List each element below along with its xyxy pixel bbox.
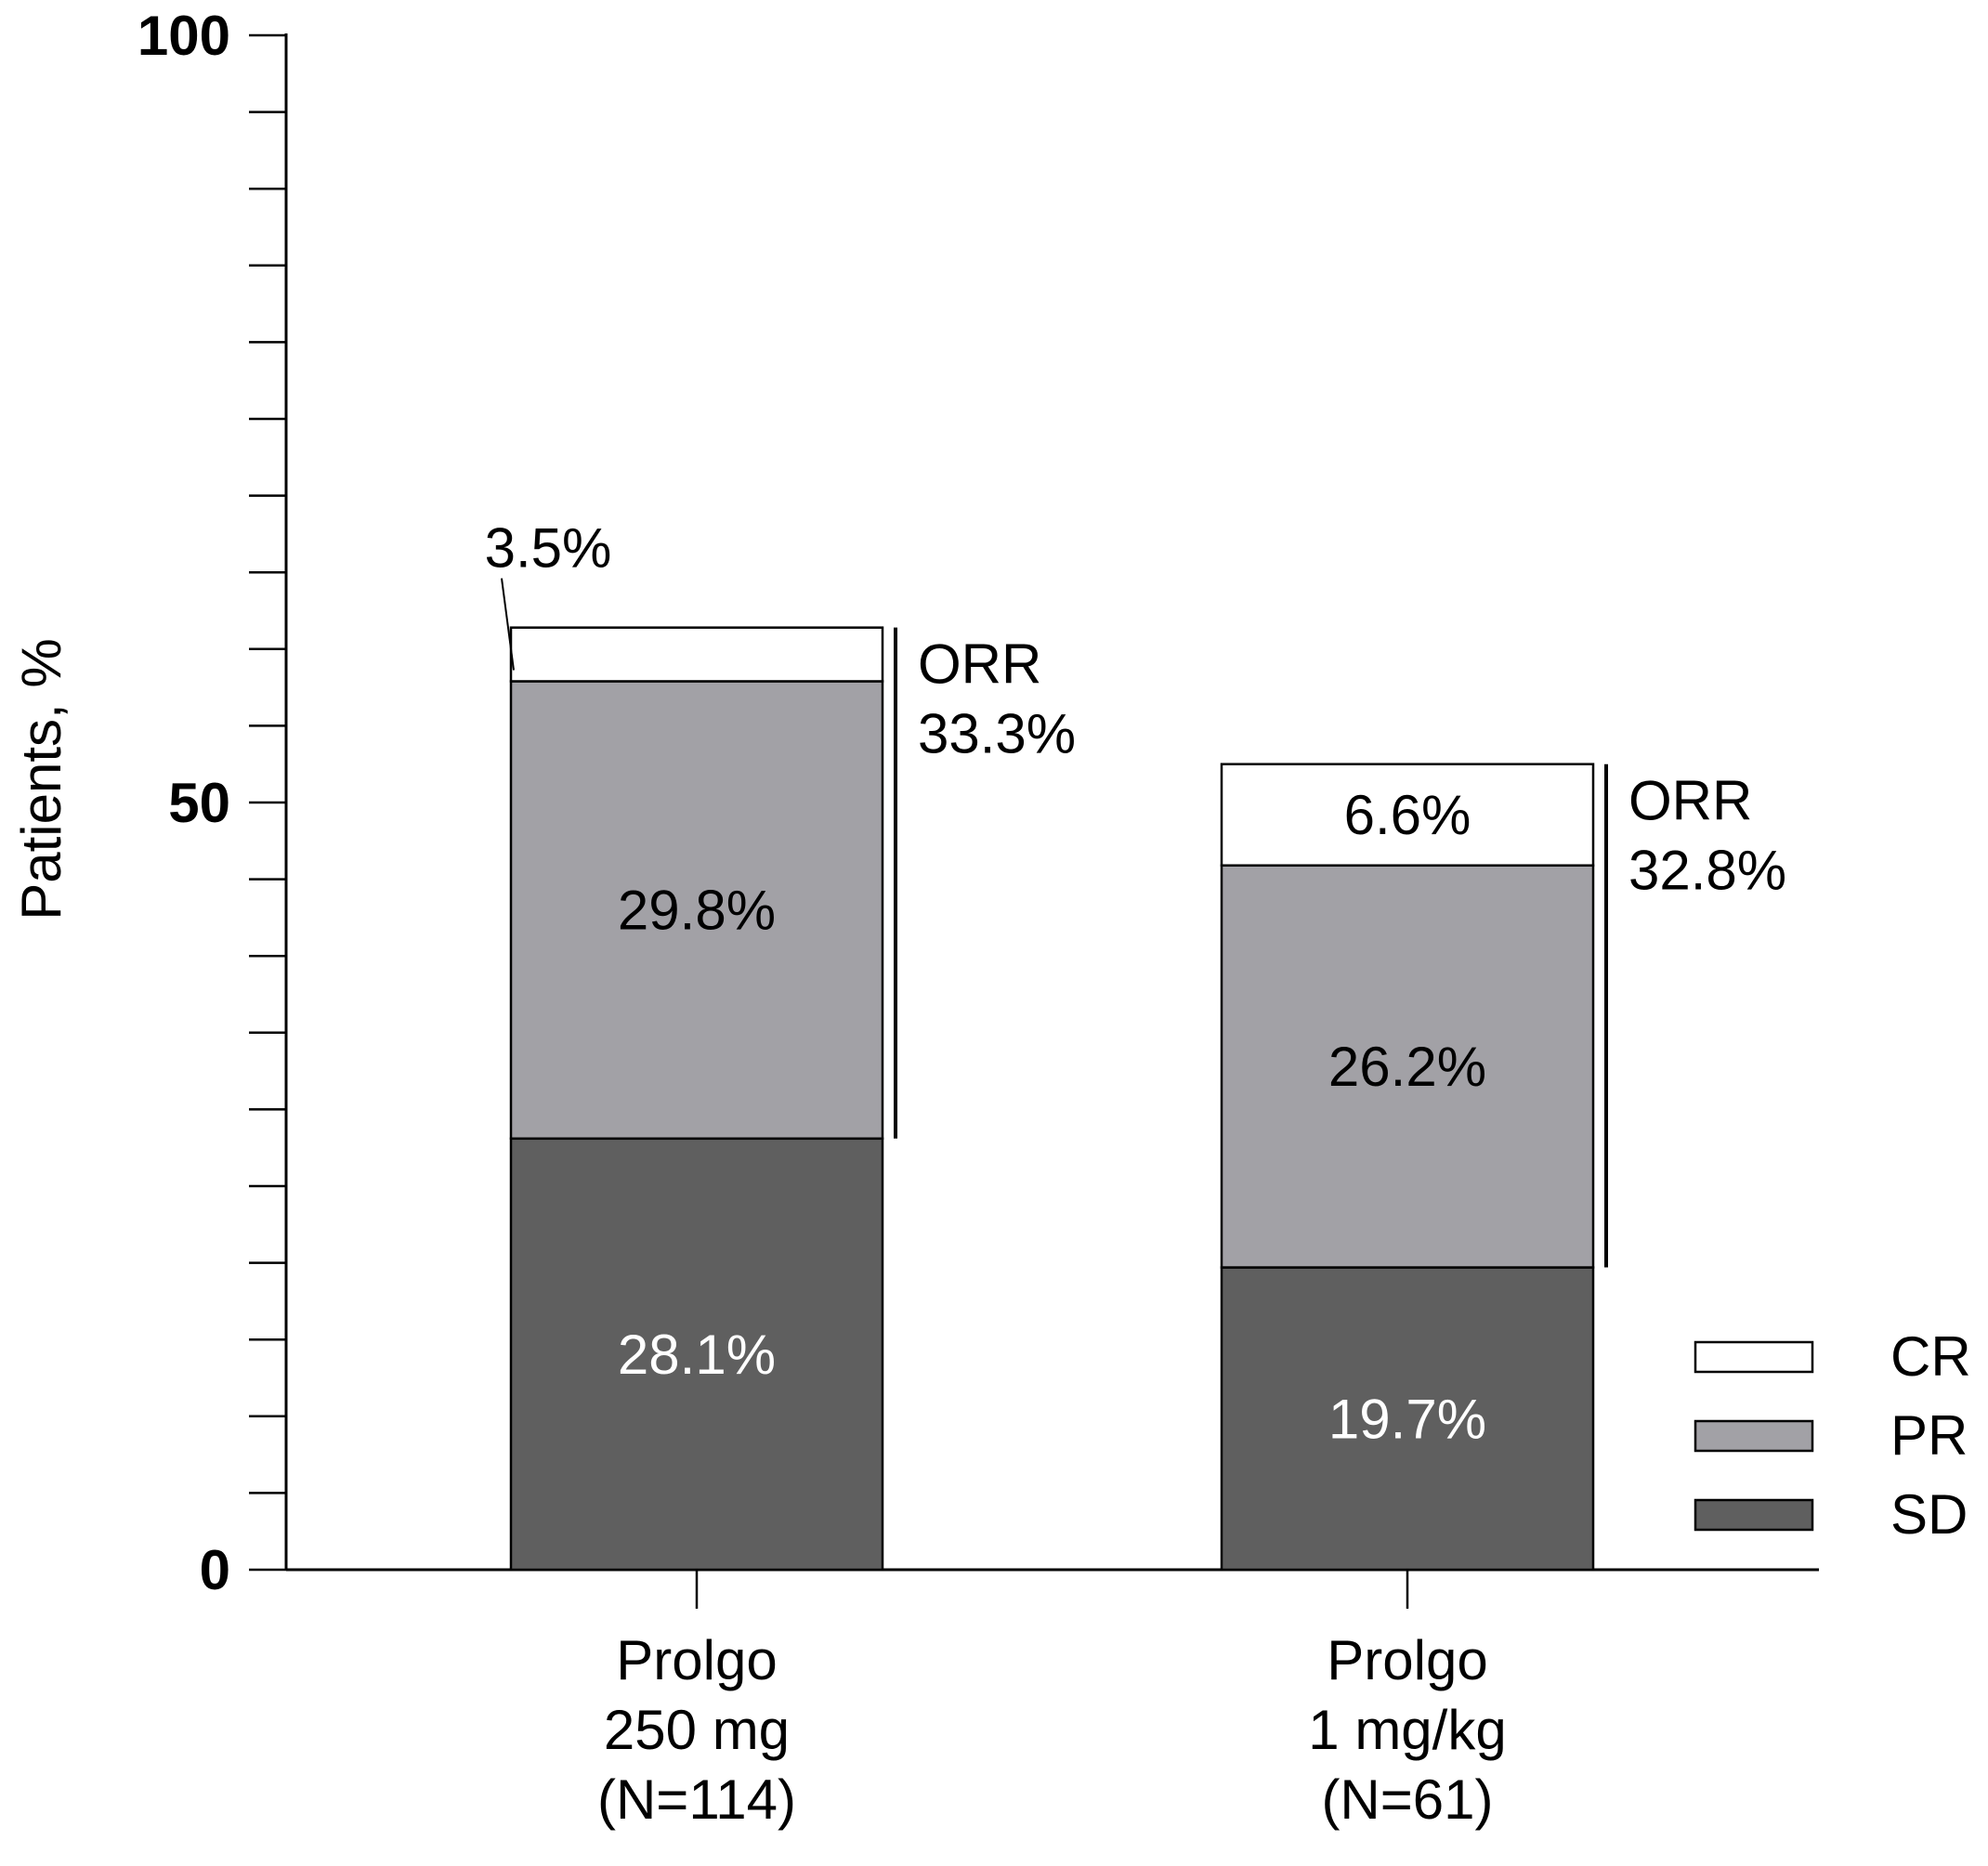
x-tick-label: Prolgo xyxy=(1327,1629,1487,1691)
labels: 28.1% 29.8% 3.5% 19.7% 26.2% 6.6% ORR 33.3% ORR 3… xyxy=(485,517,1787,1451)
bar-segment-pr xyxy=(509,680,884,1141)
orr-label: 33.3% xyxy=(918,703,1076,765)
x-tick-label: (N=61) xyxy=(1321,1768,1493,1831)
data-label: 28.1% xyxy=(618,1324,776,1386)
y-tick-label: 50 xyxy=(168,772,230,834)
y-tick-label: 0 xyxy=(200,1539,230,1601)
legend-label-cr: CR xyxy=(1890,1325,1971,1388)
legend-swatch-sd xyxy=(1694,1498,1814,1532)
legend-label-sd: SD xyxy=(1890,1483,1968,1546)
data-label: 6.6% xyxy=(1344,784,1471,846)
legend-swatch-pr xyxy=(1694,1419,1814,1453)
orr-label: ORR xyxy=(918,633,1041,696)
data-label: 3.5% xyxy=(485,517,612,580)
y-axis-title: Patients, % xyxy=(10,638,72,920)
bar-segment-sd xyxy=(509,1137,884,1572)
legend-label-pr: PR xyxy=(1890,1404,1968,1467)
data-label: 26.2% xyxy=(1328,1036,1486,1098)
bar-segment-pr xyxy=(1220,864,1595,1269)
orr-label: ORR xyxy=(1628,770,1752,832)
x-tick-label: 1 mg/kg xyxy=(1308,1699,1506,1761)
bars xyxy=(509,626,1595,1572)
orr-label: 32.8% xyxy=(1628,840,1786,902)
bar-segment-sd xyxy=(1220,1266,1595,1572)
leader-line xyxy=(501,578,515,671)
bar-segment-cr xyxy=(509,626,884,683)
legend-swatch-cr xyxy=(1694,1340,1814,1374)
y-tick-label: 100 xyxy=(137,5,230,67)
data-label: 19.7% xyxy=(1328,1388,1486,1450)
x-tick-label: 250 mg xyxy=(604,1699,790,1761)
legend: CR PR SD xyxy=(1694,1325,1971,1546)
data-label: 29.8% xyxy=(618,880,776,942)
x-tick-label: Prolgo xyxy=(616,1629,777,1691)
bar-segment-cr xyxy=(1220,763,1595,867)
axes: 0 50 100 Patients, % Prolgo 250 mg (N=114) Prol… xyxy=(10,5,1819,1831)
x-tick-label: (N=114) xyxy=(597,1768,796,1831)
